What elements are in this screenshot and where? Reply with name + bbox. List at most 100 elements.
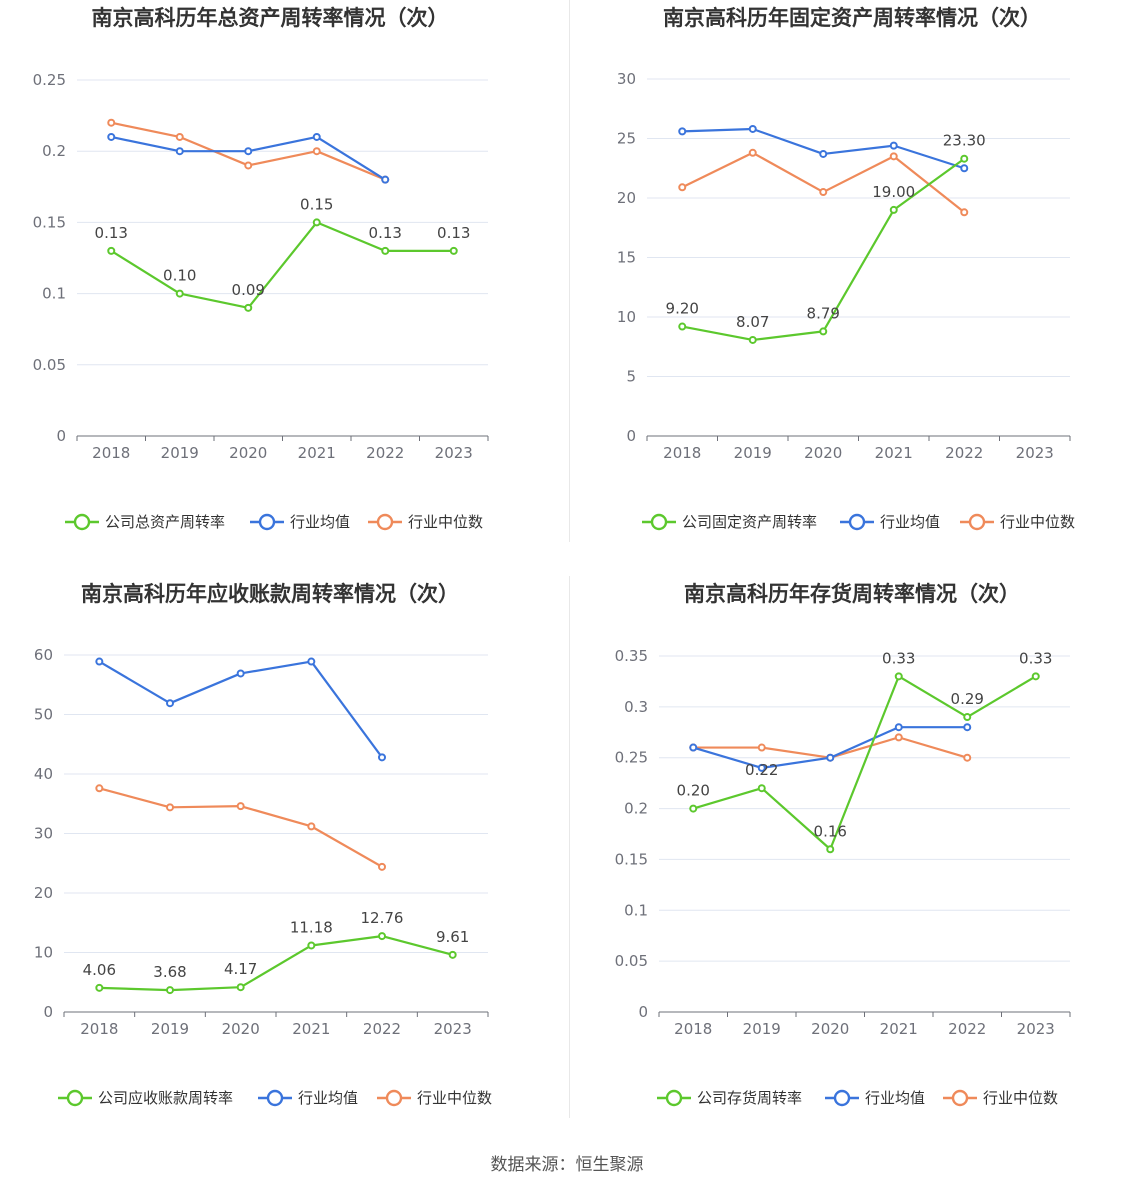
data-point[interactable] [757, 784, 766, 793]
data-label: 9.61 [436, 928, 469, 946]
data-point[interactable] [889, 141, 898, 150]
data-point[interactable] [307, 822, 316, 831]
data-point[interactable] [960, 164, 969, 173]
legend-item-industry-median-series[interactable]: 行业中位数 [960, 513, 1075, 531]
y-tick-label: 10 [617, 308, 636, 326]
data-point[interactable] [689, 804, 698, 813]
data-point[interactable] [236, 802, 245, 811]
vertical-divider-top [569, 0, 570, 542]
y-tick-label: 60 [34, 646, 53, 664]
data-point[interactable] [748, 335, 757, 344]
data-point[interactable] [748, 148, 757, 157]
data-point[interactable] [1031, 672, 1040, 681]
data-point[interactable] [894, 672, 903, 681]
data-point[interactable] [175, 289, 184, 298]
data-point[interactable] [757, 763, 766, 772]
data-point[interactable] [166, 986, 174, 995]
legend-item-company-series[interactable]: 公司总资产周转率 [65, 513, 225, 531]
data-label: 23.30 [943, 132, 986, 150]
data-point[interactable] [678, 183, 687, 192]
data-label: 9.20 [666, 300, 699, 318]
data-point[interactable] [236, 983, 245, 992]
data-point[interactable] [689, 743, 698, 752]
data-point[interactable] [889, 205, 898, 214]
data-point[interactable] [378, 932, 386, 941]
chart-svg: 南京高科历年总资产周转率情况（次） 0 0.05 0.1 0.15 0.2 0.25 2018… [33, 6, 489, 531]
y-tick-label: 0.1 [624, 901, 648, 919]
data-point[interactable] [381, 175, 390, 184]
data-point[interactable] [166, 803, 174, 812]
legend-item-industry-average-series[interactable]: 行业均值 [840, 513, 940, 531]
data-point[interactable] [236, 669, 245, 678]
data-point[interactable] [449, 246, 458, 255]
data-point[interactable] [381, 246, 390, 255]
data-point[interactable] [95, 784, 104, 793]
x-tick-label: 2023 [1016, 444, 1054, 462]
data-point[interactable] [312, 147, 321, 156]
data-point[interactable] [95, 983, 104, 992]
data-point[interactable] [894, 723, 903, 732]
data-point[interactable] [963, 713, 972, 722]
legend-item-industry-average-series[interactable]: 行业均值 [825, 1089, 925, 1107]
data-point[interactable] [378, 753, 386, 762]
legend-item-industry-average-series[interactable]: 行业均值 [250, 513, 350, 531]
data-point[interactable] [960, 208, 969, 217]
data-point[interactable] [960, 154, 969, 163]
data-point[interactable] [95, 657, 104, 666]
data-point[interactable] [748, 124, 757, 133]
data-point[interactable] [166, 699, 174, 708]
data-label: 0.09 [232, 281, 265, 299]
data-point[interactable] [963, 753, 972, 762]
x-tick-label: 2022 [948, 1020, 986, 1038]
data-label: 0.29 [951, 690, 984, 708]
data-point[interactable] [448, 950, 457, 959]
x-tick-label: 2022 [366, 444, 404, 462]
data-point[interactable] [107, 118, 116, 127]
data-point[interactable] [175, 147, 184, 156]
data-point[interactable] [678, 322, 687, 331]
data-label: 0.13 [95, 224, 128, 242]
data-label: 3.68 [153, 963, 186, 981]
data-point[interactable] [312, 218, 321, 227]
data-point[interactable] [107, 246, 116, 255]
legend-item-industry-average-series[interactable]: 行业均值 [258, 1089, 358, 1107]
vertical-divider-bottom [569, 576, 570, 1118]
data-point[interactable] [819, 327, 828, 336]
y-tick-label: 0 [43, 1003, 53, 1021]
data-point[interactable] [175, 132, 184, 141]
y-tick-label: 0.2 [624, 800, 648, 818]
data-point[interactable] [678, 127, 687, 136]
data-point[interactable] [378, 862, 386, 871]
data-point[interactable] [819, 188, 828, 197]
data-point[interactable] [107, 132, 116, 141]
data-point[interactable] [244, 303, 253, 312]
data-point[interactable] [244, 147, 253, 156]
legend-item-industry-median-series[interactable]: 行业中位数 [368, 513, 483, 531]
data-point[interactable] [244, 161, 253, 170]
data-point[interactable] [963, 723, 972, 732]
data-point[interactable] [826, 845, 835, 854]
data-label: 0.13 [437, 224, 470, 242]
legend-label: 行业均值 [865, 1089, 925, 1107]
data-label: 19.00 [872, 183, 915, 201]
legend-item-company-series[interactable]: 公司固定资产周转率 [642, 513, 817, 531]
chart-inventory-turnover: 南京高科历年存货周转率情况（次） 0 0.05 0.1 0.15 0.2 0.25 0.3 0.… [567, 576, 1134, 1148]
data-point[interactable] [757, 743, 766, 752]
y-tick-label: 0.05 [33, 356, 66, 374]
y-tick-label: 0.3 [624, 698, 648, 716]
company-series: 9.20 8.07 8.79 19.00 23.30 [666, 132, 986, 344]
legend-item-company-series[interactable]: 公司存货周转率 [657, 1089, 802, 1107]
data-point[interactable] [307, 657, 316, 666]
legend-label: 公司应收账款周转率 [98, 1089, 233, 1107]
data-point[interactable] [307, 941, 316, 950]
data-point[interactable] [889, 152, 898, 161]
data-point[interactable] [894, 733, 903, 742]
y-tick-label: 20 [34, 884, 53, 902]
legend-item-industry-median-series[interactable]: 行业中位数 [377, 1089, 492, 1107]
legend-item-company-series[interactable]: 公司应收账款周转率 [58, 1089, 233, 1107]
y-tick-label: 10 [34, 944, 53, 962]
data-point[interactable] [826, 753, 835, 762]
legend-item-industry-median-series[interactable]: 行业中位数 [943, 1089, 1058, 1107]
data-point[interactable] [312, 132, 321, 141]
data-point[interactable] [819, 149, 828, 158]
